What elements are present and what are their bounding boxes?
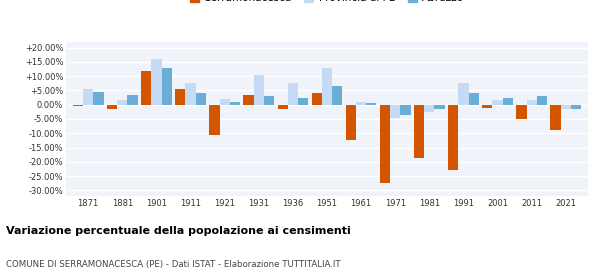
Bar (254, 75, 264, 105)
Bar (550, 105, 561, 130)
Text: COMUNE DI SERRAMONACESCA (PE) - Dati ISTAT - Elaborazione TUTTITALIA.IT: COMUNE DI SERRAMONACESCA (PE) - Dati IST… (6, 260, 341, 269)
Bar (298, 98, 308, 105)
Bar (161, 68, 172, 105)
Bar (93, 92, 104, 105)
Bar (400, 105, 410, 115)
Legend: Serramonacesca, Provincia di PE, Abruzzo: Serramonacesca, Provincia di PE, Abruzzo (185, 0, 469, 7)
Bar (469, 93, 479, 105)
Bar (517, 105, 527, 119)
Bar (244, 95, 254, 105)
Bar (503, 98, 513, 105)
Bar (288, 83, 298, 105)
Bar (107, 105, 117, 109)
Bar (356, 102, 366, 105)
Bar (209, 105, 220, 135)
Bar (117, 101, 127, 105)
Bar (424, 105, 434, 112)
Bar (73, 105, 83, 106)
Bar (458, 83, 469, 105)
Text: Variazione percentuale della popolazione ai censimenti: Variazione percentuale della popolazione… (6, 226, 351, 236)
Bar (83, 89, 93, 105)
Bar (380, 105, 390, 183)
Bar (346, 105, 356, 140)
Bar (322, 68, 332, 105)
Bar (434, 105, 445, 109)
Bar (220, 99, 230, 105)
Bar (561, 105, 571, 109)
Bar (332, 86, 343, 105)
Bar (414, 105, 424, 157)
Bar (390, 105, 400, 118)
Bar (151, 59, 161, 105)
Bar (311, 93, 322, 105)
Bar (230, 102, 240, 105)
Bar (448, 105, 458, 170)
Bar (366, 103, 376, 105)
Bar (571, 105, 581, 109)
Bar (141, 71, 151, 105)
Bar (537, 96, 547, 105)
Bar (127, 95, 137, 105)
Bar (264, 96, 274, 105)
Bar (493, 101, 503, 105)
Bar (196, 93, 206, 105)
Bar (175, 89, 185, 105)
Bar (185, 83, 196, 105)
Bar (278, 105, 288, 109)
Bar (527, 101, 537, 105)
Bar (482, 105, 493, 108)
